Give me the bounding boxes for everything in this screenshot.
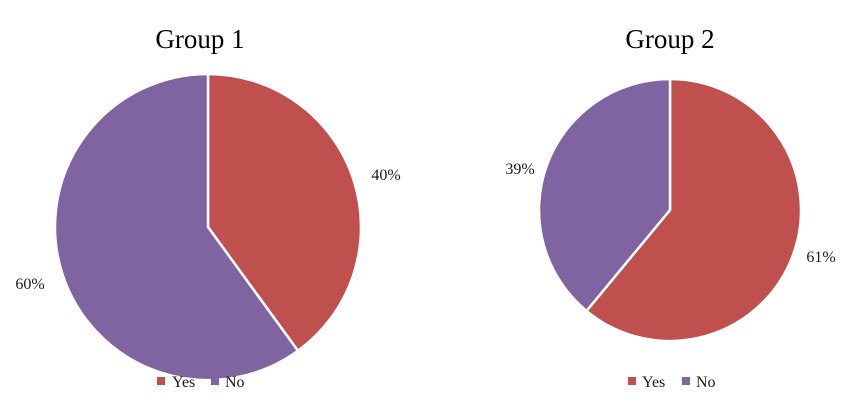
legend-group-2: Yes No	[628, 374, 716, 391]
legend-label-no: No	[225, 374, 245, 391]
slice-label-group-1-no: 60%	[15, 276, 44, 293]
pie-slice-group-1-yes	[206, 72, 363, 353]
legend-label-yes: Yes	[642, 374, 665, 391]
legend-swatch-yes	[157, 377, 165, 385]
pie-slice-group-1-no	[53, 72, 300, 382]
legend-swatch-no	[211, 377, 219, 385]
chart-title-group-2: Group 2	[625, 24, 714, 54]
pie-slice-group-2-yes	[585, 77, 803, 343]
pie-slices-group-1	[53, 72, 363, 382]
legend-swatch-yes	[628, 377, 636, 385]
legend-group-1: Yes No	[157, 374, 245, 391]
pie-chart-group-2: Group 2 61% 39% Yes No	[505, 24, 835, 391]
legend-swatch-no	[682, 377, 690, 385]
chart-title-group-1: Group 1	[155, 24, 244, 54]
legend-label-no: No	[696, 374, 716, 391]
slice-label-group-1-yes: 40%	[371, 167, 400, 184]
pie-chart-group-1: Group 1 40% 60% Yes No	[15, 24, 400, 391]
pie-slice-group-2-no	[537, 77, 672, 313]
legend-label-yes: Yes	[172, 374, 195, 391]
slice-label-group-2-yes: 61%	[806, 249, 835, 266]
pie-slices-group-2	[537, 77, 803, 343]
slice-label-group-2-no: 39%	[505, 161, 534, 178]
